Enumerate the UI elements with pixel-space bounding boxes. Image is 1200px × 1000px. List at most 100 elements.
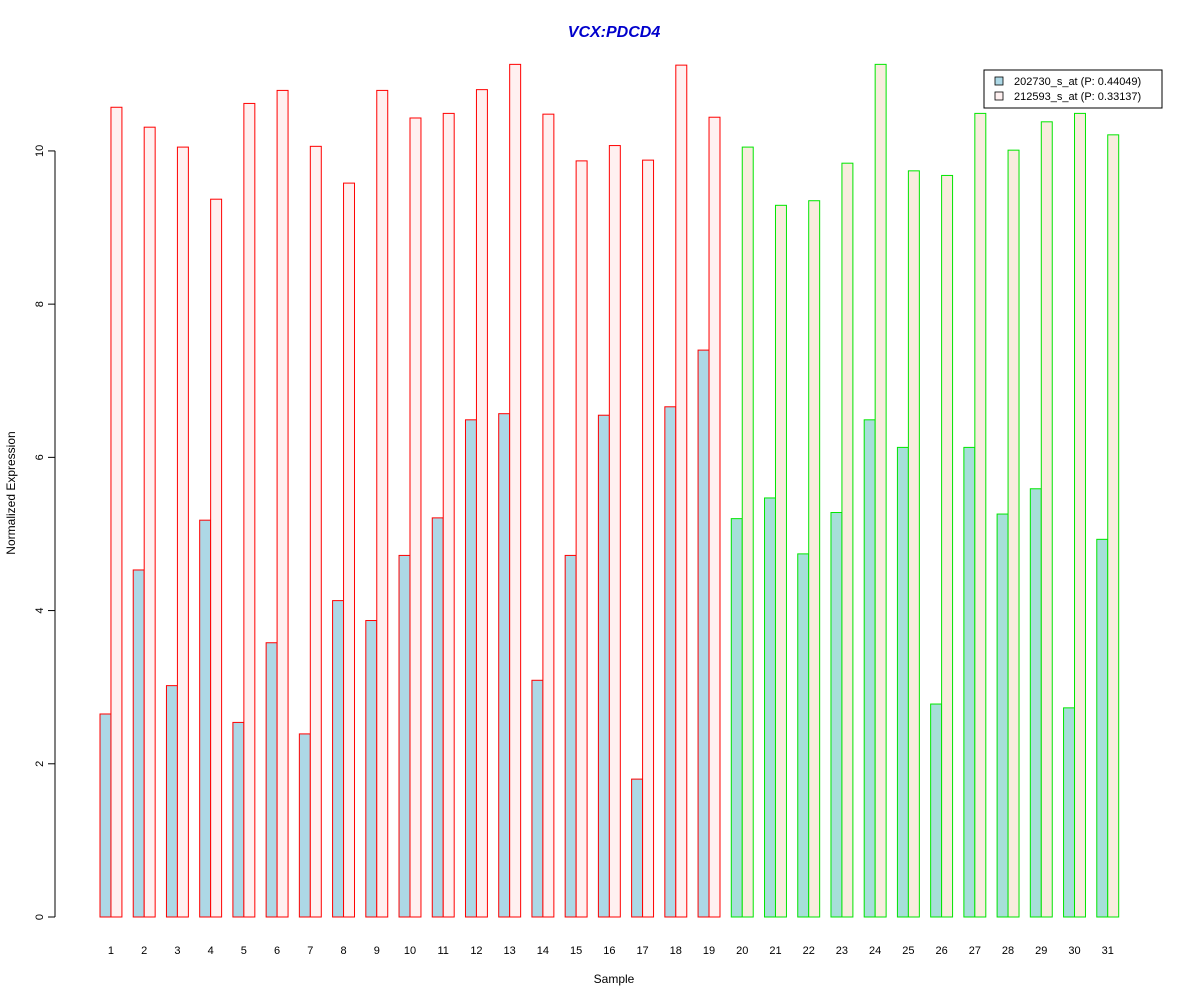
bar-series-2-sample-21 xyxy=(774,204,787,918)
legend: 202730_s_at (P: 0.44049) 212593_s_at (P:… xyxy=(983,69,1163,109)
bar-series-2-sample-24 xyxy=(874,63,887,918)
bar-series-1-sample-15 xyxy=(564,554,577,918)
bar-series-2-sample-13 xyxy=(509,63,522,918)
legend-label-series-2: 212593_s_at (P: 0.33137) xyxy=(1014,91,1141,103)
bar-series-1-sample-23 xyxy=(830,512,843,918)
x-tick-label: 8 xyxy=(340,945,346,957)
bar-series-2-sample-16 xyxy=(608,145,621,918)
bar-series-group xyxy=(99,63,1120,918)
x-tick-label: 26 xyxy=(935,945,947,957)
y-tick-label: 8 xyxy=(34,301,46,307)
bar-series-2-sample-25 xyxy=(907,170,920,918)
bar-series-1-sample-18 xyxy=(664,406,677,918)
bar-series-2-sample-6 xyxy=(276,89,289,918)
y-axis: 0 2 4 6 8 10 xyxy=(34,145,56,920)
x-tick-label: 4 xyxy=(208,945,214,957)
bar-series-1-sample-3 xyxy=(165,685,178,918)
x-tick-label: 11 xyxy=(438,945,449,957)
bar-series-1-sample-22 xyxy=(797,553,810,918)
bar-series-1-sample-7 xyxy=(298,733,311,918)
legend-label-series-1: 202730_s_at (P: 0.44049) xyxy=(1014,76,1141,88)
bar-series-2-sample-20 xyxy=(741,146,754,918)
bar-series-2-sample-8 xyxy=(343,182,356,918)
bar-series-2-sample-15 xyxy=(575,160,588,918)
x-tick-label: 15 xyxy=(570,945,582,957)
bar-series-2-sample-11 xyxy=(442,112,455,918)
x-tick-label: 3 xyxy=(174,945,180,957)
bar-series-1-sample-12 xyxy=(464,419,477,918)
x-tick-label: 2 xyxy=(141,945,147,957)
bar-series-1-sample-11 xyxy=(431,517,444,918)
x-tick-label: 10 xyxy=(404,945,416,957)
bar-series-2-sample-12 xyxy=(475,89,488,918)
y-axis-label: Normalized Expression xyxy=(4,431,18,554)
bar-series-1-sample-16 xyxy=(597,414,610,918)
bar-series-2-sample-14 xyxy=(542,113,555,918)
y-tick-label: 4 xyxy=(34,608,46,614)
bar-series-2-sample-17 xyxy=(642,159,655,918)
bar-series-2-sample-7 xyxy=(309,145,322,918)
bar-series-1-sample-21 xyxy=(764,497,776,918)
bar-series-2-sample-5 xyxy=(243,102,256,918)
bar-series-2-sample-2 xyxy=(143,126,156,918)
bar-series-2-sample-10 xyxy=(409,117,422,918)
bar-series-1-sample-9 xyxy=(365,620,378,918)
bar-series-2-sample-22 xyxy=(808,200,821,918)
bar-series-1-sample-17 xyxy=(631,778,644,918)
bar-series-2-sample-27 xyxy=(974,112,987,918)
bar-series-1-sample-29 xyxy=(1029,488,1042,918)
y-tick-label: 6 xyxy=(34,454,46,460)
x-tick-label: 14 xyxy=(537,945,549,957)
bar-series-2-sample-28 xyxy=(1007,149,1020,918)
bar-series-2-sample-9 xyxy=(376,89,389,918)
bar-series-2-sample-3 xyxy=(176,146,189,918)
x-tick-label: 7 xyxy=(307,945,313,957)
bar-series-2-sample-31 xyxy=(1107,134,1120,918)
x-tick-label: 16 xyxy=(603,945,615,957)
bar-series-1-sample-24 xyxy=(863,419,876,918)
y-tick-label: 0 xyxy=(34,914,46,920)
x-tick-label: 22 xyxy=(803,945,815,957)
legend-swatch-series-1 xyxy=(994,76,1004,86)
x-tick-label: 9 xyxy=(374,945,380,957)
bar-series-2-sample-30 xyxy=(1074,112,1086,918)
x-tick-label: 24 xyxy=(869,945,881,957)
bar-series-1-sample-20 xyxy=(730,518,743,918)
bar-series-1-sample-19 xyxy=(697,349,710,918)
legend-swatch-series-2 xyxy=(994,91,1004,101)
bar-series-1-sample-31 xyxy=(1096,538,1109,918)
x-tick-label: 30 xyxy=(1068,945,1080,957)
x-tick-label: 31 xyxy=(1102,945,1114,957)
bar-series-1-sample-6 xyxy=(265,642,278,918)
x-tick-label: 20 xyxy=(736,945,748,957)
bar-series-1-sample-14 xyxy=(531,679,544,918)
x-tick-label: 19 xyxy=(703,945,715,957)
bar-series-2-sample-19 xyxy=(708,116,721,918)
x-tick-label: 13 xyxy=(504,945,516,957)
bar-series-1-sample-5 xyxy=(232,721,245,918)
bar-series-2-sample-26 xyxy=(941,174,954,918)
bar-series-2-sample-1 xyxy=(110,106,123,918)
bar-series-1-sample-4 xyxy=(199,519,212,918)
bar-series-2-sample-4 xyxy=(210,198,223,918)
x-tick-label: 25 xyxy=(902,945,914,957)
x-tick-label: 12 xyxy=(470,945,482,957)
bar-series-2-sample-23 xyxy=(841,162,854,918)
bar-series-1-sample-25 xyxy=(896,446,909,918)
y-tick-label: 10 xyxy=(34,145,46,157)
bar-series-1-sample-30 xyxy=(1063,707,1076,918)
bar-series-2-sample-29 xyxy=(1040,121,1053,918)
bar-series-1-sample-27 xyxy=(963,446,976,918)
x-tick-label: 21 xyxy=(769,945,781,957)
bar-series-1-sample-8 xyxy=(332,600,345,918)
y-tick-label: 2 xyxy=(34,761,46,767)
legend-box xyxy=(983,69,1163,109)
bar-series-1-sample-2 xyxy=(132,569,145,918)
bar-series-1-sample-1 xyxy=(99,713,112,918)
x-tick-label: 29 xyxy=(1035,945,1047,957)
x-tick-label: 27 xyxy=(969,945,981,957)
x-tick-label: 18 xyxy=(670,945,682,957)
x-tick-label: 6 xyxy=(274,945,280,957)
x-tick-label: 23 xyxy=(836,945,848,957)
